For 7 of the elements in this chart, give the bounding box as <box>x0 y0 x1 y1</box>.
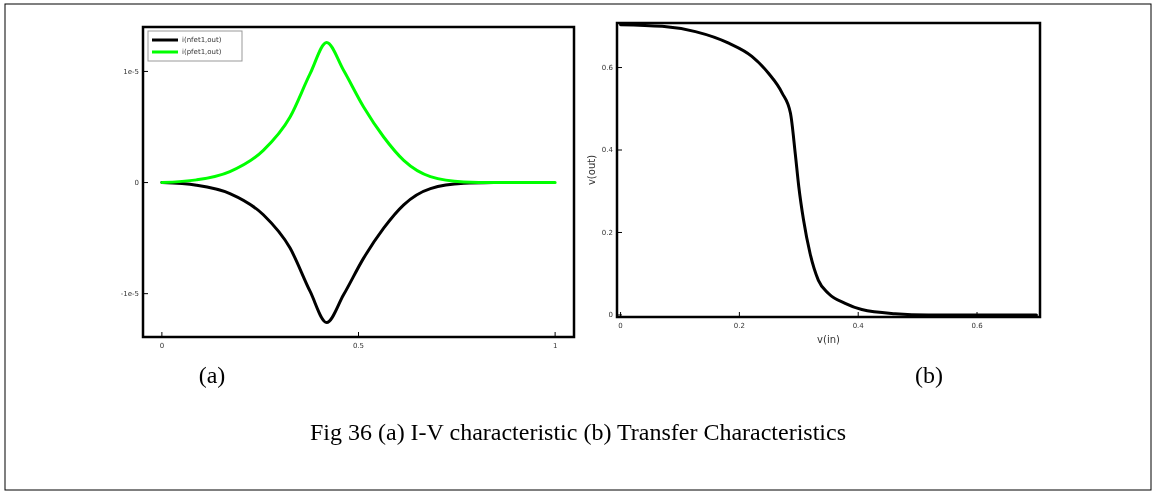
x-axis-title: v(in) <box>817 334 841 345</box>
caption: Fig 36 (a) I-V characteristic (b) Transfer Characteristics <box>309 419 847 445</box>
line-series <box>619 23 1038 317</box>
y-axis-title: v(out) <box>586 154 597 186</box>
text: (b) <box>915 362 943 388</box>
text: (a) <box>198 362 226 388</box>
line-series <box>160 41 557 185</box>
